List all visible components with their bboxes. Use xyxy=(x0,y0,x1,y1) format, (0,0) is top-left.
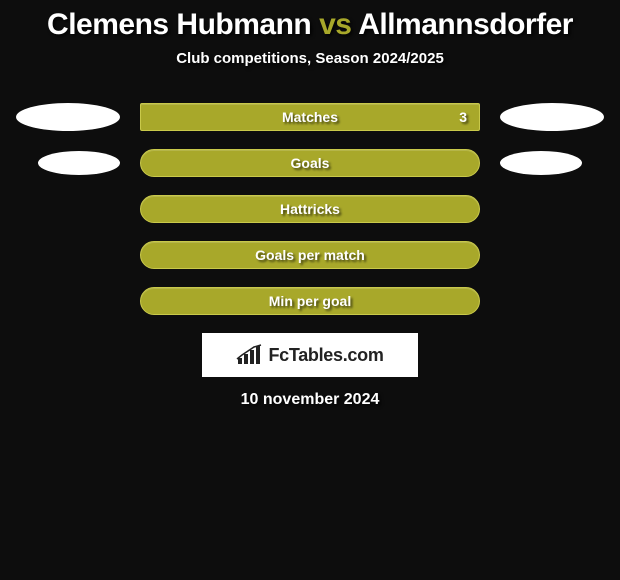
metric-rows: Matches 3 Goals Hattricks Goals per match Min… xyxy=(0,103,620,315)
left-value-ellipse xyxy=(16,103,120,131)
metric-value: 3 xyxy=(459,109,467,125)
subtitle: Club competitions, Season 2024/2025 xyxy=(0,50,620,67)
right-value-ellipse xyxy=(500,103,604,131)
metric-row: Goals xyxy=(0,149,620,177)
metric-label: Hattricks xyxy=(280,201,340,217)
left-value-ellipse xyxy=(38,151,120,175)
metric-bar: Matches 3 xyxy=(140,103,480,131)
page-title: Clemens Hubmann vs Allmannsdorfer xyxy=(0,8,620,42)
metric-row: Hattricks xyxy=(0,195,620,223)
vs-text: vs xyxy=(319,8,351,41)
player1-name: Clemens Hubmann xyxy=(47,8,311,41)
right-value-ellipse xyxy=(500,151,582,175)
metric-row: Goals per match xyxy=(0,241,620,269)
chart-icon xyxy=(236,344,264,366)
date-label: 10 november 2024 xyxy=(0,391,620,409)
metric-label: Matches xyxy=(282,109,338,125)
metric-label: Goals xyxy=(291,155,330,171)
metric-row: Matches 3 xyxy=(0,103,620,131)
logo: FcTables.com xyxy=(202,333,418,377)
logo-text: FcTables.com xyxy=(268,345,383,366)
player2-name: Allmannsdorfer xyxy=(358,8,573,41)
comparison-infographic: Clemens Hubmann vs Allmannsdorfer Club c… xyxy=(0,0,620,409)
metric-label: Min per goal xyxy=(269,293,351,309)
metric-label: Goals per match xyxy=(255,247,365,263)
metric-bar: Goals per match xyxy=(140,241,480,269)
metric-bar: Min per goal xyxy=(140,287,480,315)
metric-bar: Goals xyxy=(140,149,480,177)
metric-row: Min per goal xyxy=(0,287,620,315)
metric-bar: Hattricks xyxy=(140,195,480,223)
